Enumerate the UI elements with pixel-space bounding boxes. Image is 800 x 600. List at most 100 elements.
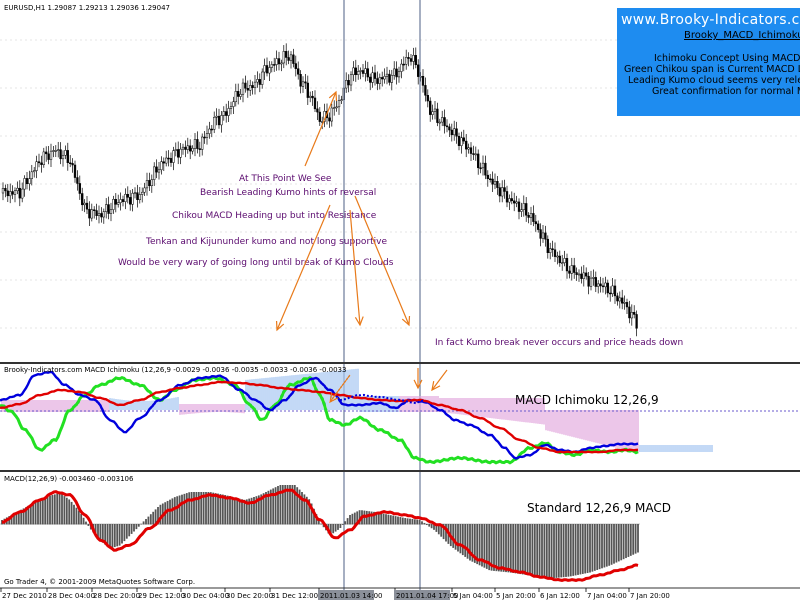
macd-bar [469, 524, 471, 561]
macd-bar [73, 504, 75, 525]
candle-body [71, 163, 74, 166]
candle-body [85, 202, 89, 210]
macd-bar [485, 524, 488, 569]
candle-body [465, 140, 468, 150]
candle-body [599, 283, 602, 287]
macd-bar [440, 524, 443, 537]
macd-panel[interactable]: MACD(12,26,9) -0.003460 -0.003106 Standa… [0, 475, 671, 586]
candle-body [145, 180, 149, 189]
candle-body [23, 178, 26, 190]
macd-bar [188, 492, 191, 525]
macd-bar [373, 511, 375, 525]
macd-bar [497, 524, 500, 572]
candle-body [117, 202, 120, 205]
macd-bar [22, 508, 25, 525]
annotation-4: Tenkan and Kijununder kumo and not long … [145, 237, 387, 247]
candle-body [251, 85, 254, 88]
x-tick-label: 30 Dec 20:00 [226, 592, 273, 600]
macd-bar [253, 497, 255, 525]
macd-bar [111, 524, 114, 548]
macd-bar [101, 524, 104, 543]
macd-bar [370, 511, 373, 525]
macd-bar [598, 524, 601, 570]
macd-bar [219, 494, 222, 525]
candle-body [225, 111, 228, 116]
macd-bar [548, 524, 551, 579]
candle-body [148, 180, 151, 187]
candle-body [1, 188, 5, 194]
macd-bar [433, 524, 435, 530]
macd-bar [212, 492, 215, 525]
candle-body [337, 100, 341, 108]
macd-bar [80, 513, 83, 525]
macd-label: Standard 12,26,9 MACD [527, 501, 671, 515]
candle-body [313, 97, 317, 110]
macd-bar [545, 524, 548, 579]
candle-body [184, 146, 187, 150]
candle-body [361, 70, 365, 74]
macd-bar [200, 492, 203, 525]
candle-body [6, 190, 9, 197]
candle-body [503, 187, 506, 192]
candle-body [25, 178, 29, 185]
macd-bar [380, 513, 383, 525]
candle-body [553, 249, 557, 257]
candle-body [625, 302, 629, 308]
candle-body [263, 65, 266, 73]
candle-body [585, 272, 588, 277]
macd-bar [135, 524, 138, 530]
macd-bar [53, 494, 56, 525]
candle-body [241, 82, 245, 95]
candle-body [345, 80, 348, 89]
candle-body [57, 149, 60, 151]
price-panel[interactable]: EURUSD,H1 1.29087 1.29213 1.29036 1.2904… [0, 4, 800, 337]
macd-bar [37, 500, 39, 525]
candle-body [83, 202, 86, 206]
candle-body [621, 297, 624, 304]
candle-body [505, 191, 509, 203]
ichimoku-panel[interactable]: Brooky-Indicators.com MACD Ichimoku (12,… [0, 366, 800, 465]
macd-bar [308, 499, 311, 525]
candle-body [328, 117, 331, 122]
macd-bar [555, 524, 558, 578]
arrow-head [413, 379, 423, 390]
macd-bar [68, 499, 71, 525]
macd-bar [349, 515, 351, 525]
price-candles [1, 43, 638, 337]
candle-body [239, 93, 242, 97]
macd-bar [521, 524, 524, 575]
macd-bar [512, 524, 515, 573]
macd-bar [238, 498, 241, 525]
candle-body [258, 79, 261, 85]
macd-bar [113, 524, 116, 548]
macd-bar [27, 505, 30, 525]
candle-body [282, 51, 285, 64]
macd-bar [63, 496, 66, 525]
macd-bar [269, 489, 272, 525]
macd-bar [183, 493, 186, 525]
candle-body [522, 203, 525, 210]
candle-body [563, 258, 566, 263]
macd-bar [286, 485, 289, 525]
macd-bar [159, 504, 162, 525]
x-tick-label: 2011.01.03 14:00 [320, 592, 382, 600]
macd-bar [610, 524, 613, 565]
macd-bar [425, 524, 428, 526]
macd-bar [569, 524, 572, 577]
macd-bar [531, 524, 534, 576]
candle-body [141, 191, 144, 195]
candle-body [378, 77, 381, 84]
candle-body [95, 210, 98, 216]
candle-body [265, 65, 269, 74]
arrow-line [354, 195, 410, 326]
info-line-4: Great confirmation for normal MAC [652, 86, 800, 97]
macd-bar [509, 524, 512, 573]
candle-body [520, 209, 523, 212]
x-tick-label: 5 Jan 20:00 [496, 592, 536, 600]
info-site: www.Brooky-Indicators.com [621, 12, 800, 28]
candle-body [45, 151, 48, 155]
candle-body [373, 72, 377, 79]
arrow-line [349, 209, 361, 326]
